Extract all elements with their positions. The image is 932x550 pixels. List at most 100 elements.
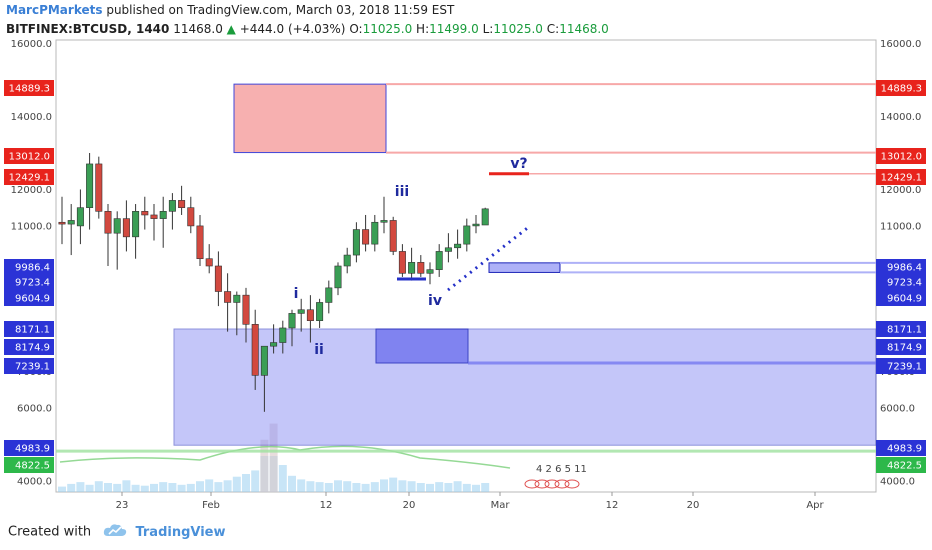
price-tag-right-label: 8174.9 — [887, 343, 922, 354]
price-tag-right-label: 9604.9 — [887, 294, 922, 305]
close-label: C: — [546, 22, 560, 36]
volume-bar — [232, 476, 241, 492]
candle-body — [224, 291, 232, 303]
price-tag-left — [4, 358, 54, 374]
volume-bar — [76, 482, 85, 492]
volume-bar — [380, 479, 388, 492]
publish-info: MarcPMarkets published on TradingView.co… — [6, 3, 454, 17]
price-tag-left — [4, 290, 54, 306]
volume-bar — [288, 475, 296, 492]
volume-bar — [361, 483, 370, 492]
candle-body — [76, 207, 84, 227]
volume-bar — [205, 479, 214, 492]
price-tag-right-label: 14889.3 — [881, 84, 922, 95]
y-tick-left: 14000.0 — [11, 112, 52, 123]
candle-body — [95, 163, 103, 212]
wave-label-2: ii — [314, 342, 324, 358]
price-tag-right-label: 8171.1 — [887, 325, 922, 336]
volume-bar — [398, 480, 407, 492]
candle-body — [141, 211, 149, 216]
volume-bar — [343, 481, 352, 492]
y-tick-left: 4000.0 — [17, 477, 52, 488]
price-tag-left-label: 9604.9 — [15, 294, 50, 305]
volume-bar — [196, 481, 204, 492]
volume-bar — [306, 481, 315, 492]
candle-body — [444, 247, 452, 252]
wave-label-1: i — [294, 286, 299, 302]
price-tag-right — [876, 148, 926, 164]
price-tag-right — [876, 80, 926, 96]
x-tick-label: 12 — [606, 500, 619, 511]
x-tick-label: 12 — [320, 500, 333, 511]
candle-body — [306, 309, 314, 321]
price-tag-left — [4, 80, 54, 96]
candle-body — [251, 324, 259, 376]
volume-bar — [334, 480, 342, 492]
x-tick-label: 23 — [116, 500, 129, 511]
candle-body — [454, 243, 462, 249]
low-value: 11025.0 — [493, 22, 543, 36]
volume-bar — [453, 481, 462, 492]
price-tag-left-label: 9986.4 — [15, 263, 50, 274]
high-label: H: — [416, 22, 430, 36]
candle-body — [279, 327, 287, 343]
candle-body — [159, 211, 167, 219]
tradingview-cloud-icon — [103, 523, 127, 541]
volume-bar — [85, 484, 94, 492]
volume-bar — [435, 482, 444, 492]
volume-bar — [324, 483, 333, 492]
footer: Created with TradingView — [8, 523, 226, 541]
volume-bar — [416, 483, 425, 492]
event-marker-icon — [564, 479, 580, 489]
volume-bar — [472, 484, 480, 492]
price-tag-right — [876, 339, 926, 355]
y-tick-right: 16000.0 — [880, 39, 921, 50]
open-label: O: — [349, 22, 363, 36]
x-tick-label: 20 — [403, 500, 416, 511]
candle-body — [362, 229, 370, 245]
resistance-zone-box — [233, 83, 387, 154]
price-tag-right-label: 9723.4 — [887, 278, 922, 289]
candle-body — [352, 229, 360, 256]
candle-body — [380, 220, 388, 223]
volume-bar — [113, 483, 122, 492]
candle-body — [214, 265, 222, 292]
author-link[interactable]: MarcPMarkets — [6, 3, 103, 17]
change-value: +444.0 (+4.03%) — [239, 22, 346, 36]
y-tick-right: 11000.0 — [880, 221, 921, 232]
price-tag-right-label: 9986.4 — [887, 263, 922, 274]
volume-bar — [389, 477, 398, 492]
tradingview-brand-link[interactable]: TradingView — [135, 524, 226, 540]
candle-body — [168, 200, 176, 212]
volume-bar — [159, 482, 168, 492]
volume-bar — [426, 483, 434, 492]
up-arrow-icon: ▲ — [226, 22, 236, 36]
candle-body — [398, 251, 406, 274]
volume-bar — [242, 474, 250, 492]
volume-bar — [370, 482, 379, 492]
price-tag-right — [876, 440, 926, 456]
price-tag-left — [4, 321, 54, 337]
volume-bar — [150, 483, 158, 492]
candle-body — [260, 345, 268, 376]
price-tag-left-label: 8171.1 — [15, 325, 50, 336]
candle-body — [297, 309, 305, 314]
x-tick-label: Apr — [806, 500, 824, 511]
candle-body — [316, 302, 324, 321]
y-tick-left: 6000.0 — [17, 404, 52, 415]
event-numbers: 4 2 6 5 11 — [536, 464, 587, 475]
candle-body — [463, 225, 471, 245]
low-label: L: — [482, 22, 494, 36]
price-tag-right-label: 7239.1 — [887, 362, 922, 373]
volume-bar — [58, 486, 66, 492]
candle-body — [205, 258, 213, 267]
volume-bar — [297, 479, 306, 492]
volume-bar — [168, 483, 177, 492]
y-tick-left: 12000.0 — [11, 185, 52, 196]
volume-bar — [481, 483, 490, 492]
y-tick-right: 6000.0 — [880, 404, 915, 415]
candle-body — [67, 220, 75, 225]
candle-body — [408, 262, 416, 274]
iv-zone-box — [488, 262, 561, 273]
